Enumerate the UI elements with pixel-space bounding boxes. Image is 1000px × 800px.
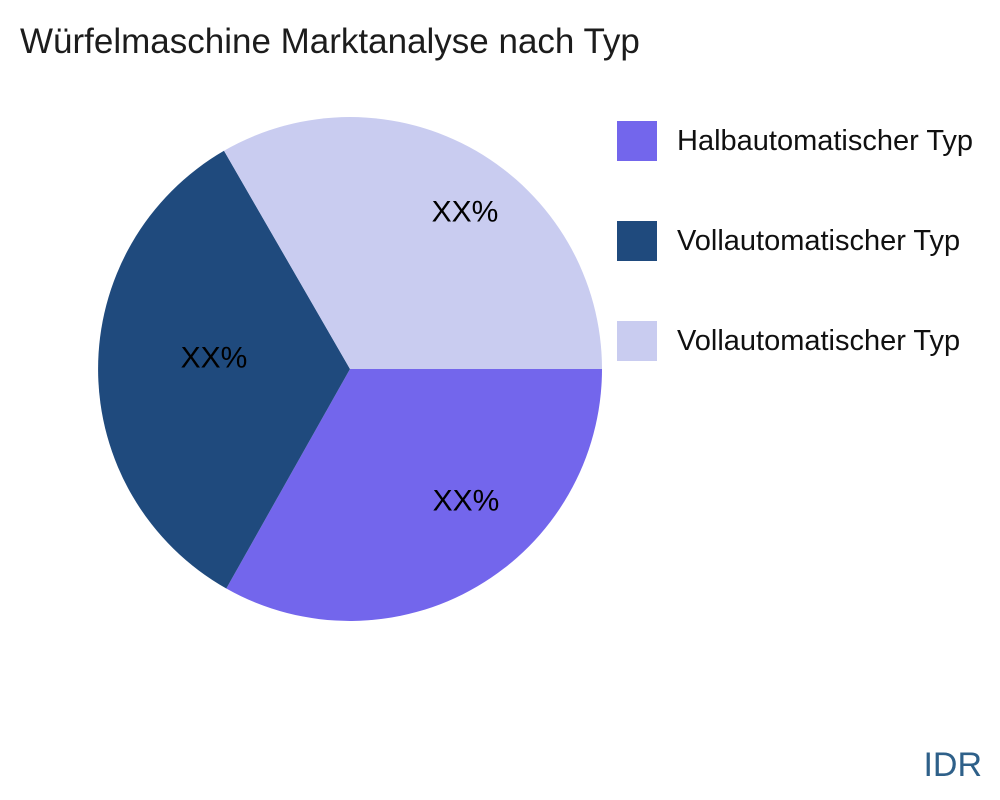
pie-slice [226, 369, 603, 621]
legend-item: Vollautomatischer Typ [617, 221, 960, 261]
watermark-text: IDR [923, 746, 982, 784]
legend-item: Vollautomatischer Typ [617, 321, 960, 361]
legend-item-label: Vollautomatischer Typ [677, 224, 961, 257]
legend-swatch-icon [617, 221, 657, 261]
slice-value-label: XX% [433, 485, 500, 518]
slice-value-label: XX% [432, 196, 499, 229]
legend-item-label: Vollautomatischer Typ [677, 324, 961, 357]
legend-swatch-icon [617, 121, 657, 161]
pie-slice [224, 117, 602, 369]
pie-slice [98, 150, 350, 589]
legend-swatch-icon [617, 321, 657, 361]
legend-item: Halbautomatischer Typ [617, 121, 973, 161]
slice-value-label: XX% [181, 342, 248, 375]
page-title: Würfelmaschine Marktanalyse nach Typ [20, 22, 640, 61]
legend-item-label: Halbautomatischer Typ [677, 124, 974, 157]
